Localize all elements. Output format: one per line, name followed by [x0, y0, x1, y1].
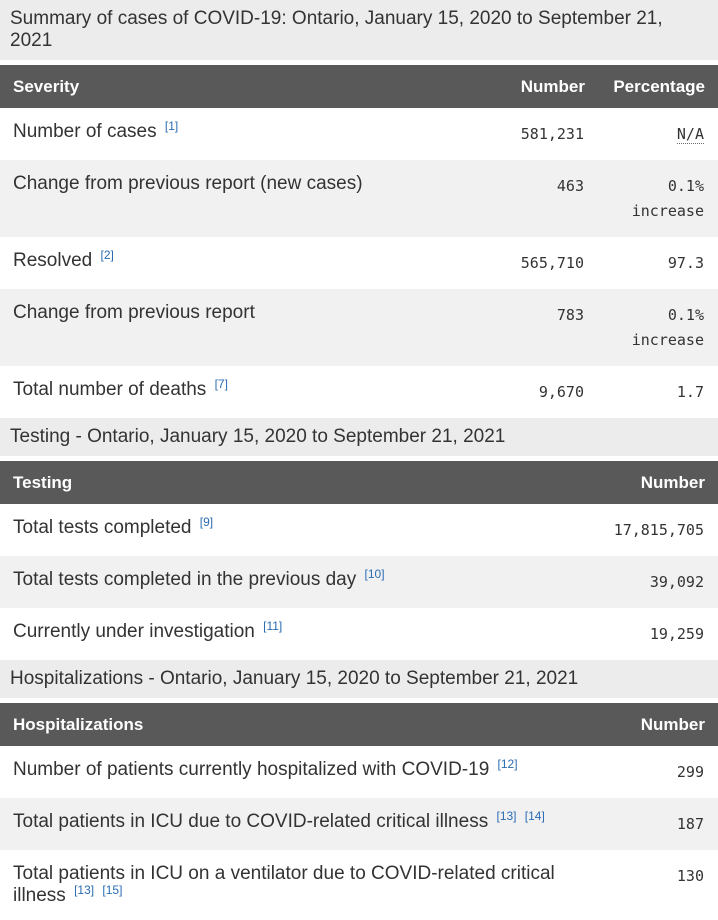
percentage-value: 0.1% increase	[631, 306, 704, 349]
row-label-text: Number of cases	[13, 121, 157, 142]
row-label-text: Resolved	[13, 250, 93, 271]
column-header-severity: Severity	[0, 65, 488, 108]
footnote-ref: [14]	[525, 809, 545, 823]
percentage-value: 97.3	[667, 254, 704, 272]
footnote-ref: [2]	[101, 248, 114, 262]
footnote-link-15[interactable]: [15]	[102, 882, 123, 897]
footnote-ref: [1]	[165, 119, 178, 133]
table-caption-testing: Testing - Ontario, January 15, 2020 to S…	[0, 418, 718, 456]
number-value: 565,710	[520, 254, 584, 272]
table-row: Total tests completed [9] 17,815,705	[0, 504, 718, 556]
section-testing: Testing - Ontario, January 15, 2020 to S…	[0, 418, 718, 660]
footnote-ref: [15]	[102, 883, 122, 897]
number-value: 187	[676, 815, 704, 833]
footnote-link-11[interactable]: [11]	[263, 618, 283, 633]
footnote-link-13[interactable]: [13]	[74, 882, 95, 897]
row-label-text: Total tests completed in the previous da…	[13, 569, 357, 590]
row-label: Change from previous report (new cases)	[0, 160, 488, 237]
number-value: 17,815,705	[613, 521, 704, 539]
percentage-value: 1.7	[676, 383, 704, 401]
table-row: Currently under investigation [11] 19,259	[0, 608, 718, 660]
header-row: Testing Number	[0, 461, 718, 504]
footnote-link-13[interactable]: [13]	[496, 808, 517, 823]
table-row: Change from previous report 783 0.1% incre…	[0, 289, 718, 366]
table-row: Resolved [2] 565,710 97.3	[0, 237, 718, 289]
footnote-ref: [13]	[496, 809, 516, 823]
table-caption-severity: Summary of cases of COVID-19: Ontario, J…	[0, 0, 718, 60]
table-row: Total patients in ICU due to COVID-relat…	[0, 798, 718, 850]
number-value: 581,231	[520, 125, 584, 143]
header-row: Hospitalizations Number	[0, 703, 718, 746]
column-header-number: Number	[488, 65, 598, 108]
row-label-text: Number of patients currently hospitalize…	[13, 759, 490, 780]
testing-table: Testing Number Total tests completed [9] 17…	[0, 461, 718, 660]
number-value: 463	[556, 177, 584, 195]
row-label: Resolved [2]	[0, 237, 488, 289]
column-header-testing: Testing	[0, 461, 588, 504]
row-label: Total number of deaths [7]	[0, 366, 488, 418]
row-label: Currently under investigation [11]	[0, 608, 588, 660]
column-header-number: Number	[588, 703, 718, 746]
table-row: Number of cases [1] 581,231 N/A	[0, 108, 718, 160]
not-applicable-abbr: N/A	[676, 125, 704, 144]
row-label-text: Change from previous report	[13, 302, 255, 323]
row-label: Change from previous report	[0, 289, 488, 366]
row-label: Total tests completed in the previous da…	[0, 556, 588, 608]
footnote-ref: [9]	[200, 515, 213, 529]
footnote-ref: [11]	[263, 619, 282, 633]
percentage-value: 0.1% increase	[631, 177, 704, 220]
row-label: Total patients in ICU on a ventilator du…	[0, 850, 588, 920]
row-label-text: Total patients in ICU due to COVID-relat…	[13, 811, 489, 832]
footnote-ref: [7]	[215, 377, 228, 391]
column-header-number: Number	[588, 461, 718, 504]
footnote-ref: [13]	[74, 883, 94, 897]
table-row: Change from previous report (new cases) 4…	[0, 160, 718, 237]
section-severity: Summary of cases of COVID-19: Ontario, J…	[0, 0, 718, 418]
percentage-value: N/A	[598, 108, 718, 160]
column-header-percentage: Percentage	[598, 65, 718, 108]
row-label-text: Total tests completed	[13, 517, 192, 538]
number-value: 299	[676, 763, 704, 781]
number-value: 783	[556, 306, 584, 324]
footnote-link-14[interactable]: [14]	[524, 808, 545, 823]
footnote-ref: [12]	[498, 757, 518, 771]
row-label: Number of cases [1]	[0, 108, 488, 160]
section-hospitalizations: Hospitalizations - Ontario, January 15, …	[0, 660, 718, 920]
table-row: Number of patients currently hospitalize…	[0, 746, 718, 798]
row-label-text: Currently under investigation	[13, 621, 255, 642]
header-row: Severity Number Percentage	[0, 65, 718, 108]
footnote-link-9[interactable]: [9]	[199, 514, 214, 529]
table-row: Total tests completed in the previous da…	[0, 556, 718, 608]
column-header-hospitalizations: Hospitalizations	[0, 703, 588, 746]
row-label-text: Total patients in ICU on a ventilator du…	[13, 863, 555, 906]
table-row: Total patients in ICU on a ventilator du…	[0, 850, 718, 920]
row-label: Total patients in ICU due to COVID-relat…	[0, 798, 588, 850]
number-value: 19,259	[649, 625, 704, 643]
number-value: 39,092	[649, 573, 704, 591]
severity-table: Severity Number Percentage Number of cases …	[0, 65, 718, 418]
table-row: Total number of deaths [7] 9,670 1.7	[0, 366, 718, 418]
hospitalizations-table: Hospitalizations Number Number of patients…	[0, 703, 718, 920]
footnote-link-2[interactable]: [2]	[100, 247, 114, 262]
footnote-link-1[interactable]: [1]	[164, 118, 179, 133]
row-label-text: Change from previous report (new cases)	[13, 173, 363, 194]
footnote-ref: [10]	[365, 567, 385, 581]
footnote-link-10[interactable]: [10]	[364, 566, 385, 581]
number-value: 130	[676, 867, 704, 885]
footnote-link-7[interactable]: [7]	[214, 376, 228, 391]
number-value: 9,670	[538, 383, 584, 401]
row-label: Total tests completed [9]	[0, 504, 588, 556]
row-label: Number of patients currently hospitalize…	[0, 746, 588, 798]
row-label-text: Total number of deaths	[13, 379, 207, 400]
table-caption-hospitalizations: Hospitalizations - Ontario, January 15, …	[0, 660, 718, 698]
footnote-link-12[interactable]: [12]	[497, 756, 518, 771]
